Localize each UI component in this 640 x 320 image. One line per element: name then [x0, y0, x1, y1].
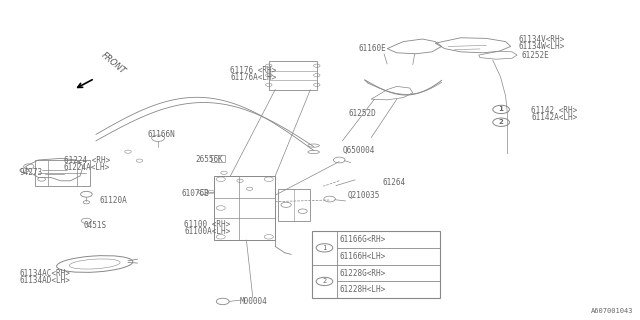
Text: 61264: 61264: [383, 178, 406, 187]
Text: 2: 2: [499, 119, 504, 125]
Bar: [35, 160, 90, 186]
Text: 61166H<LH>: 61166H<LH>: [340, 252, 386, 261]
Circle shape: [316, 277, 333, 285]
Text: 0451S: 0451S: [83, 221, 106, 230]
Text: 61176 <RH>: 61176 <RH>: [230, 66, 276, 75]
Bar: [269, 61, 317, 90]
Text: 61228G<RH>: 61228G<RH>: [340, 268, 386, 277]
Text: 61076B: 61076B: [181, 189, 209, 198]
Text: 61224A<LH>: 61224A<LH>: [64, 163, 110, 172]
Circle shape: [493, 118, 509, 126]
Circle shape: [316, 244, 333, 252]
Text: 1: 1: [499, 107, 504, 112]
Text: FRONT: FRONT: [99, 51, 127, 76]
Text: A607001043: A607001043: [591, 308, 634, 314]
Bar: [214, 176, 275, 240]
Text: Q650004: Q650004: [342, 146, 375, 155]
Text: 61142 <RH>: 61142 <RH>: [531, 106, 577, 115]
Text: 61252E: 61252E: [522, 51, 549, 60]
Text: 61134V<RH>: 61134V<RH>: [518, 35, 564, 44]
Text: 61252D: 61252D: [349, 109, 376, 118]
Text: 61228H<LH>: 61228H<LH>: [340, 285, 386, 294]
Bar: [211, 155, 225, 162]
Text: 61224 <RH>: 61224 <RH>: [64, 156, 110, 164]
Text: 61160E: 61160E: [358, 44, 386, 53]
Text: 2: 2: [323, 278, 326, 284]
Text: 94273: 94273: [19, 168, 42, 177]
Text: 61176A<LH>: 61176A<LH>: [230, 73, 276, 82]
Bar: [278, 189, 310, 221]
Text: 61134AD<LH>: 61134AD<LH>: [19, 276, 70, 285]
Text: 61166N: 61166N: [147, 130, 175, 139]
Text: 61100 <RH>: 61100 <RH>: [184, 220, 230, 229]
Text: 61120A: 61120A: [99, 196, 127, 204]
Text: M00004: M00004: [240, 297, 268, 306]
Text: 61134W<LH>: 61134W<LH>: [518, 42, 564, 51]
Text: 26556K: 26556K: [195, 155, 223, 164]
Text: 61142A<LH>: 61142A<LH>: [531, 113, 577, 122]
Text: 61166G<RH>: 61166G<RH>: [340, 235, 386, 244]
Bar: [312, 231, 440, 298]
Text: 1: 1: [323, 245, 326, 251]
Text: 61134AC<RH>: 61134AC<RH>: [19, 269, 70, 278]
Circle shape: [493, 105, 509, 114]
Text: 61100A<LH>: 61100A<LH>: [184, 228, 230, 236]
Text: Q210035: Q210035: [348, 191, 380, 200]
